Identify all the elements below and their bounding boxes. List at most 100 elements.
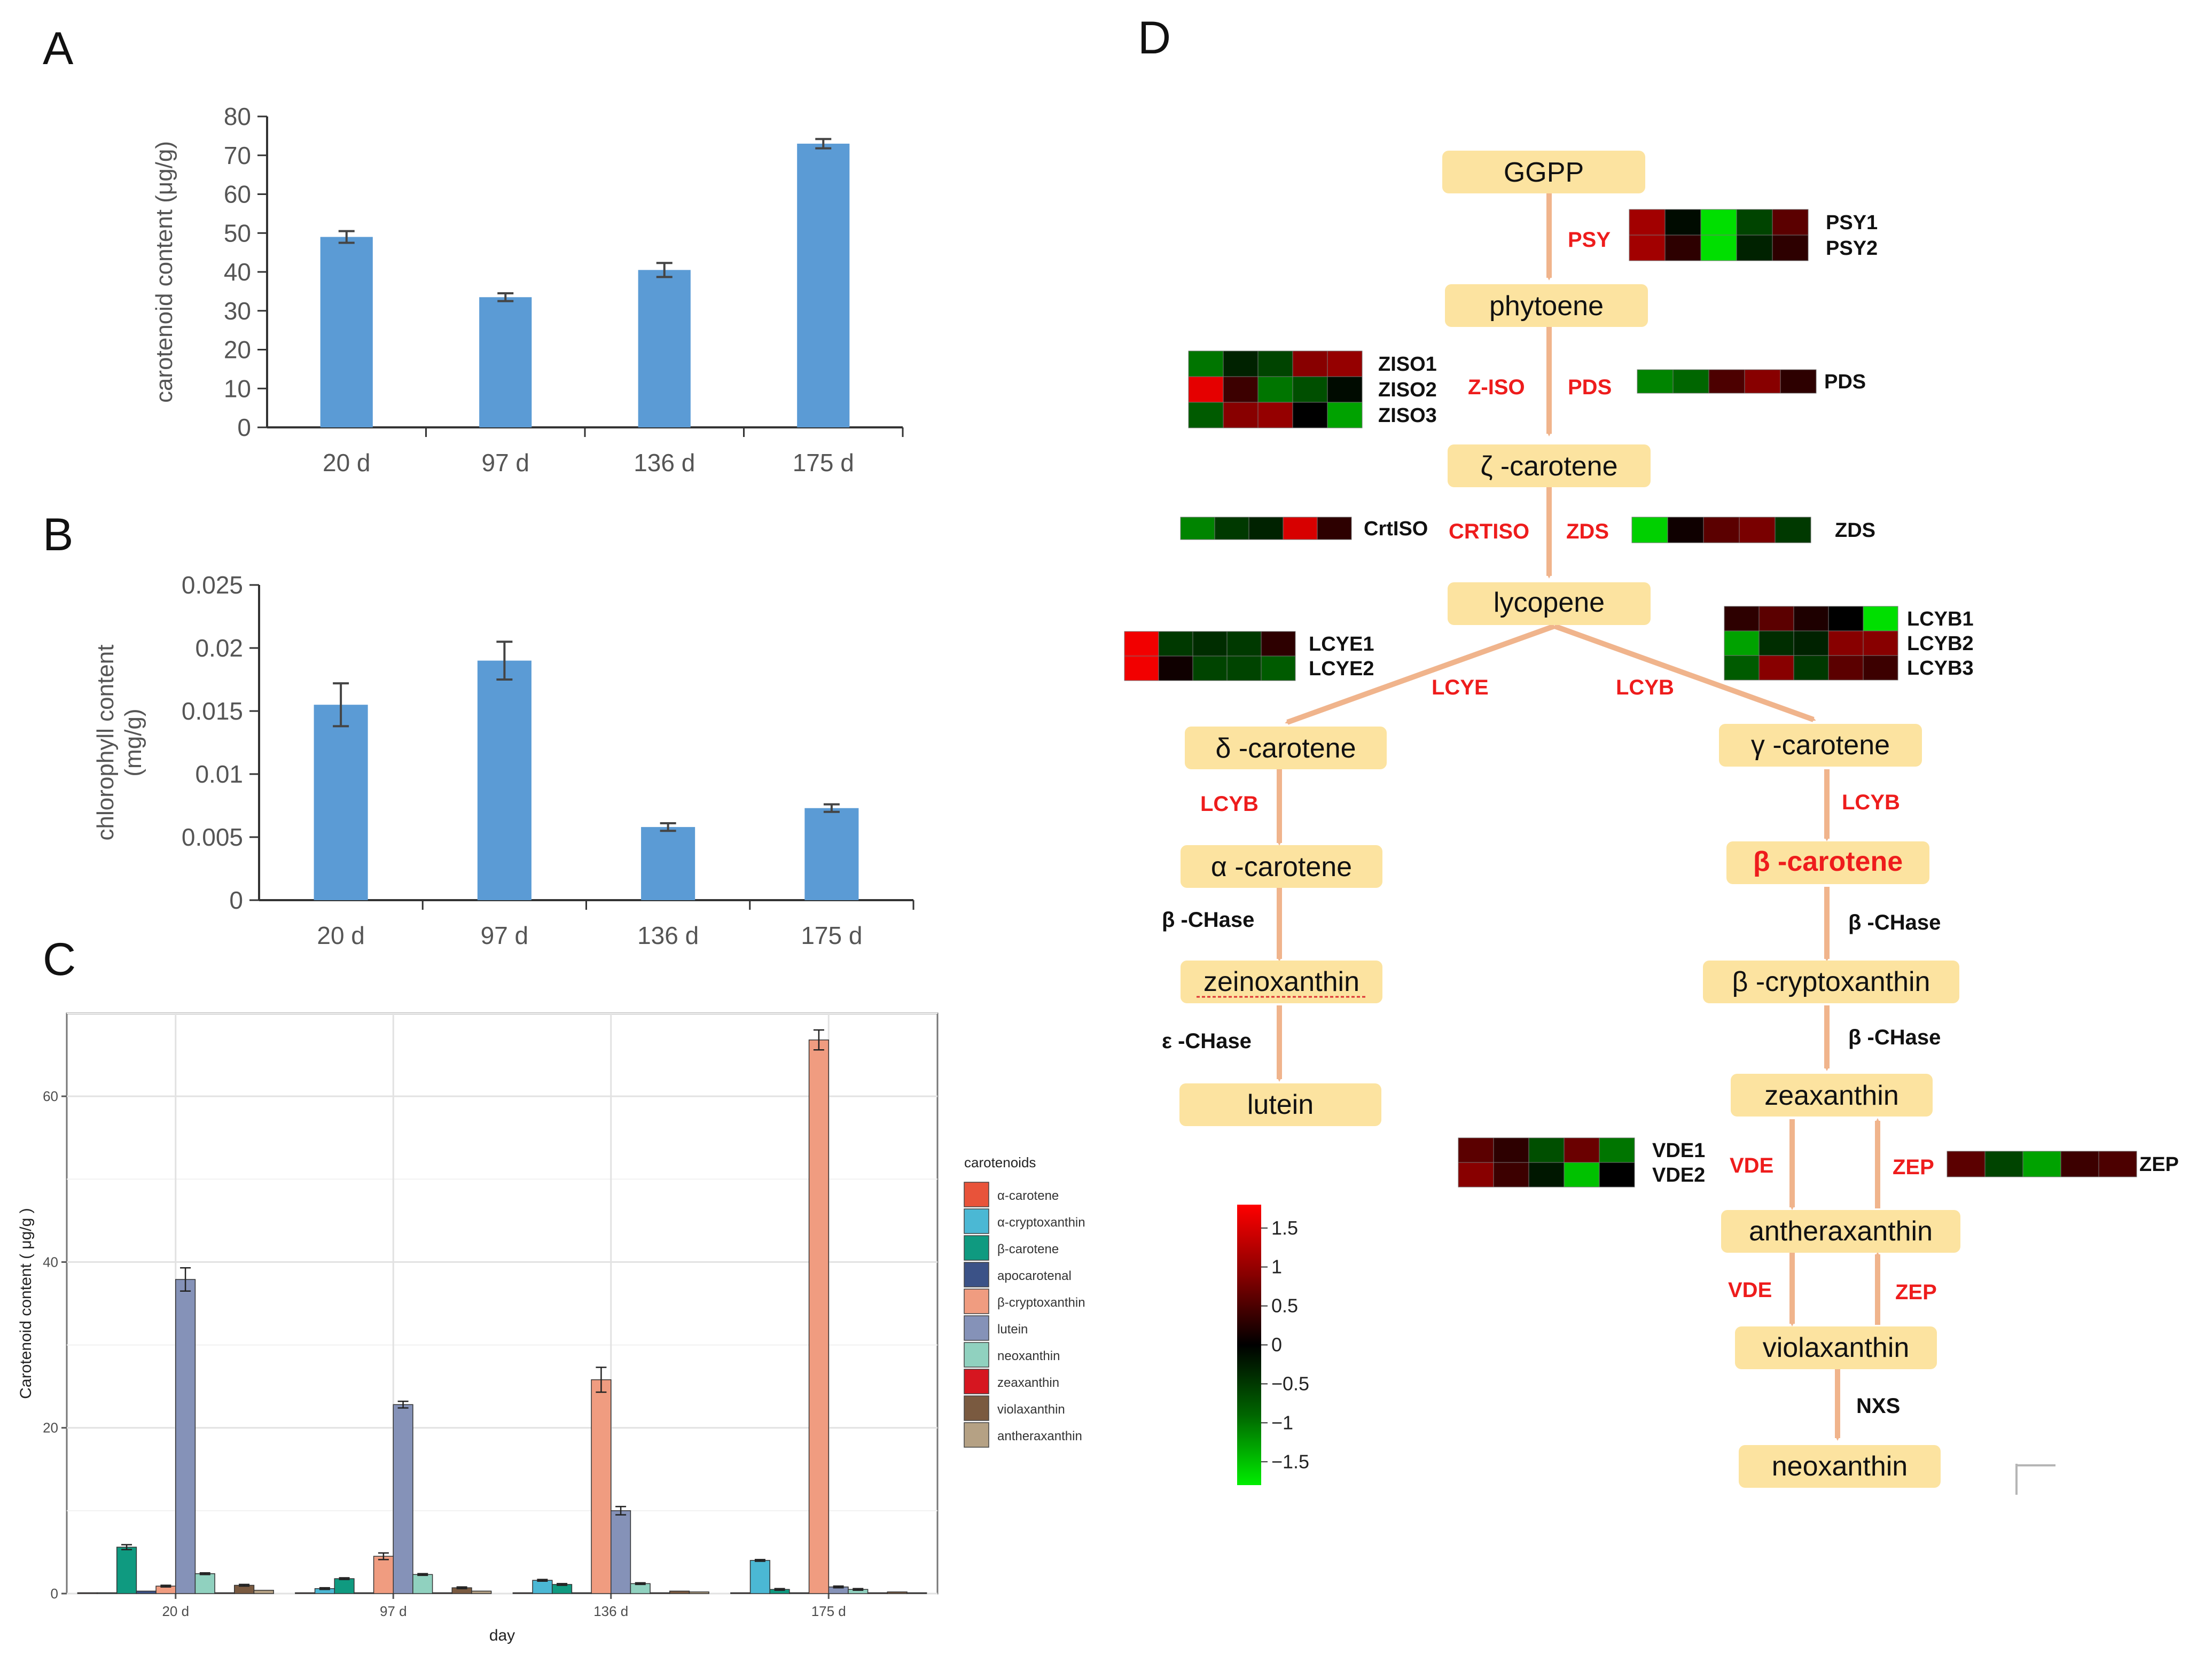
heat-cell [1458, 1138, 1494, 1162]
legend-label-antheraxanthin: antheraxanthin [997, 1429, 1082, 1443]
gene-label-ZISO1: ZISO1 [1378, 353, 1437, 376]
heat-cell [1599, 1162, 1635, 1187]
legend-label-violaxanthin: violaxanthin [997, 1402, 1065, 1417]
legend-swatch-antheraxanthin [964, 1423, 989, 1447]
bar-α-carotene [731, 1592, 751, 1594]
heat-cell [1327, 351, 1362, 377]
heat-cell [1637, 370, 1673, 393]
colorbar: 1.5 1 0.5 0 −0.5 −1 −1.5 [1237, 1205, 1309, 1485]
heat-cell [1780, 370, 1816, 393]
heat-cell [1227, 656, 1261, 681]
legend-swatch-β-carotene [964, 1236, 989, 1260]
legend-swatch-lutein [964, 1316, 989, 1340]
heat-cell [1737, 209, 1772, 235]
legend-label-β-carotene: β-carotene [997, 1242, 1059, 1256]
heat-cell [1724, 655, 1759, 680]
heat-cell [1159, 656, 1193, 681]
bar-α-cryptoxanthin [751, 1560, 770, 1594]
gene-label-LCYE2: LCYE2 [1309, 658, 1374, 680]
chart-c: 0 20 40 60 20 d 97 d 136 d 175 d day Carotenoid c… [17, 1013, 1085, 1644]
heat-cell [1283, 517, 1317, 540]
legend-swatch-α-carotene [964, 1182, 989, 1207]
y-tick-label: 60 [224, 181, 251, 208]
bar-apocarotenal [572, 1592, 591, 1594]
node-lutein: lutein [1247, 1089, 1314, 1120]
heat-cell [1293, 402, 1327, 428]
y-tick-label: 0.025 [182, 571, 243, 599]
bar-α-carotene [513, 1592, 533, 1594]
y-tick-label: 40 [43, 1254, 58, 1270]
chart-b: 00.0050.010.0150.020.02520 d 97 d 136 d 175… [92, 571, 913, 949]
bar-20d [314, 705, 368, 900]
heat-cell [1828, 606, 1863, 631]
y-tick-label: 0.015 [182, 697, 243, 725]
colorbar-gradient [1237, 1205, 1261, 1485]
x-tick-label: 97 d [481, 922, 529, 949]
bar-zeaxanthin [650, 1592, 670, 1594]
bar-antheraxanthin [254, 1590, 273, 1594]
bar-175d [797, 144, 849, 427]
enzyme-crtiso: CRTISO [1449, 520, 1529, 543]
bar-lutein [611, 1511, 631, 1594]
gene-label-LCYB2: LCYB2 [1907, 633, 1974, 655]
y-tick-label: 80 [224, 103, 251, 130]
bar-violaxanthin [670, 1591, 690, 1594]
y-axis-label: Carotenoid content ( μg/g ) [17, 1208, 35, 1399]
node-neoxanthin: neoxanthin [1772, 1451, 1908, 1482]
gene-label-PDS: PDS [1824, 371, 1866, 393]
gene-label-ZISO3: ZISO3 [1378, 404, 1437, 427]
bar-zeaxanthin [215, 1592, 235, 1594]
heat-cell [1223, 377, 1258, 402]
heat-cell [1258, 351, 1293, 377]
heat-cell [1249, 517, 1283, 540]
y-tick-label: 0.01 [195, 760, 243, 788]
heat-cell [1665, 209, 1701, 235]
heat-cell [1794, 606, 1828, 631]
heat-cell [1189, 377, 1223, 402]
bar-136d [638, 270, 691, 427]
legend-label-lutein: lutein [997, 1322, 1028, 1337]
figure-canvas: A B C D 0102030405060708020 d 97 d 136 d 17… [0, 0, 2212, 1652]
corner-mark [2016, 1464, 2055, 1495]
legend-label-zeaxanthin: zeaxanthin [997, 1376, 1059, 1390]
bar-antheraxanthin [907, 1592, 927, 1594]
legend-title: carotenoids [964, 1154, 1036, 1170]
bar-lutein [393, 1404, 413, 1594]
bar-apocarotenal [136, 1591, 156, 1594]
enzyme-psy: PSY [1568, 228, 1611, 252]
enzyme-zep-1: ZEP [1893, 1156, 1934, 1179]
bar-175d [804, 808, 858, 900]
heat-cell [1223, 402, 1258, 428]
y-tick-label: 50 [224, 219, 251, 247]
heatmap-vde: VDE1VDE2 [1458, 1138, 1705, 1187]
heat-cell [1759, 631, 1794, 655]
node-beta-carotene: β -carotene [1753, 846, 1903, 877]
heat-cell [1701, 209, 1737, 235]
enzyme-echase: ε -CHase [1162, 1029, 1252, 1053]
gene-label-VDE2: VDE2 [1652, 1164, 1705, 1186]
heat-cell [1529, 1138, 1564, 1162]
bar-β-cryptoxanthin [809, 1040, 829, 1594]
heat-cell [1709, 370, 1745, 393]
enzyme-vde-1: VDE [1730, 1154, 1773, 1177]
heat-cell [1529, 1162, 1564, 1187]
heat-cell [1227, 631, 1261, 656]
legend-label-apocarotenal: apocarotenal [997, 1269, 1072, 1283]
node-beta-cryptoxanthin: β -cryptoxanthin [1732, 966, 1930, 997]
gene-label-ZDS: ZDS [1835, 519, 1875, 542]
heat-cell [1629, 235, 1665, 261]
bar-β-cryptoxanthin [374, 1556, 394, 1594]
heat-cell [1772, 209, 1808, 235]
gene-label-ZISO2: ZISO2 [1378, 379, 1437, 401]
node-delta-carotene: δ -carotene [1215, 733, 1356, 764]
heat-cell [1327, 402, 1362, 428]
heat-cell [1665, 235, 1701, 261]
bar-97d [478, 661, 531, 900]
node-violaxanthin: violaxanthin [1763, 1332, 1910, 1363]
bar-antheraxanthin [472, 1591, 491, 1594]
heat-cell [1794, 631, 1828, 655]
bar-apocarotenal [354, 1592, 374, 1594]
bar-136d [641, 827, 695, 900]
y-tick-label: 30 [224, 297, 251, 325]
heat-cell [1193, 656, 1227, 681]
